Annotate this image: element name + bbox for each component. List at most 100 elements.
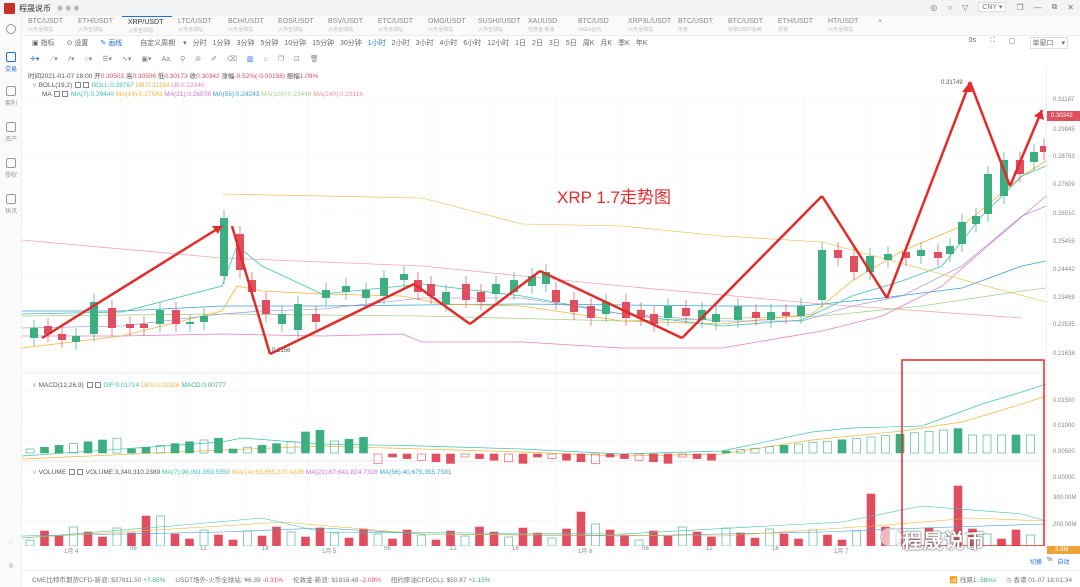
axis-toggle-button[interactable]: 切换 — [1030, 560, 1043, 566]
fullscreen-icon[interactable]: ⛶ — [990, 37, 995, 44]
ma-close-icon[interactable] — [62, 91, 69, 98]
pair-tab[interactable]: XRP/USDT 火币全球站 — [122, 16, 172, 35]
restore-icon[interactable]: ❐ — [1016, 2, 1024, 12]
pair-tab[interactable]: BSV/USDT 火币全球站 — [328, 18, 364, 33]
eraser-tool-icon[interactable]: ⌫ — [226, 56, 237, 63]
fib-tool-icon[interactable]: ⫽▾ — [67, 55, 75, 63]
period-10[interactable]: 4小时 — [439, 40, 458, 47]
pair-tab[interactable]: HT/USDT 火币全球站 — [828, 18, 859, 33]
channel-tool-icon[interactable]: ☰▾ — [102, 56, 112, 63]
price-axis[interactable]: 0.31187 0.29945 0.28753 0.27609 0.26510 0.254… — [1046, 66, 1080, 554]
period-14[interactable]: 2日 — [532, 40, 543, 47]
text-tool-icon[interactable]: Aa — [161, 55, 171, 63]
globe-icon[interactable] — [0, 24, 22, 36]
sidebar-item-assets[interactable]: 资产 — [0, 122, 22, 143]
notification-icon[interactable]: ◎ — [930, 2, 938, 12]
pair-tab[interactable]: BTC/USDT 币安 — [678, 18, 713, 33]
macd-close-icon[interactable] — [94, 382, 101, 389]
sidebar-item-trade[interactable]: 交易 — [0, 52, 22, 73]
link-tool-icon[interactable]: ⊘ — [195, 56, 202, 63]
period-9[interactable]: 3小时 — [415, 40, 434, 47]
period-19[interactable]: 季K — [618, 40, 630, 47]
period-0[interactable]: 分时 — [192, 40, 207, 47]
macd-settings-icon[interactable] — [86, 382, 93, 389]
minimize-icon[interactable]: — — [1033, 2, 1042, 12]
wave-tool-icon[interactable]: ∿▾ — [122, 56, 132, 63]
period-4[interactable]: 10分钟 — [284, 40, 307, 47]
copy-tool-icon[interactable]: ❐ — [277, 56, 285, 63]
ma-settings-icon[interactable] — [54, 91, 61, 98]
ray-tool-icon[interactable]: ⟋▾ — [49, 55, 58, 63]
period-1[interactable]: 1分钟 — [212, 40, 231, 47]
pair-tab[interactable]: XAUUSD 伦敦金-新浪 — [528, 18, 558, 33]
period-2[interactable]: 3分钟 — [236, 40, 255, 47]
ticker[interactable]: 纽约原油CFD(CL): $50.87 +1.15% — [390, 577, 491, 584]
add-pair-button[interactable]: + — [878, 18, 883, 25]
draw-button[interactable]: ✎ 画线 — [100, 40, 123, 47]
connection-status[interactable]: 📶 线路1: 58ms — [949, 577, 996, 584]
period-17[interactable]: 周K — [582, 40, 595, 47]
period-11[interactable]: 6小时 — [463, 40, 482, 47]
period-8[interactable]: 2小时 — [391, 40, 410, 47]
chat-icon[interactable]: ○ — [947, 2, 953, 12]
period-15[interactable]: 3日 — [548, 40, 560, 47]
axis-percent-button[interactable]: % — [1047, 557, 1053, 563]
axis-auto-button[interactable]: 自动 — [1057, 560, 1070, 566]
close-icon[interactable]: ✕ — [1067, 2, 1074, 12]
crosshair-tool-icon[interactable]: ✛▾ — [30, 56, 40, 63]
ticker[interactable]: 伦敦金-新浪: $1916.48 -2.09% — [293, 577, 381, 584]
pair-tab[interactable]: SUSHI/USDT 火币全球站 — [478, 18, 521, 33]
period-13[interactable]: 1日 — [515, 40, 526, 47]
pair-tab[interactable]: BCH/USDT 火币全球站 — [228, 18, 264, 33]
period-3[interactable]: 5分钟 — [260, 40, 279, 47]
pair-tab[interactable]: BTC/USDT 币安USDT永续 — [728, 18, 763, 33]
period-6[interactable]: 30分钟 — [339, 40, 362, 47]
pair-tab[interactable]: EOS/USDT 火币全球站 — [278, 18, 314, 33]
volume-tick: 200.00M — [1053, 522, 1077, 528]
pair-tab[interactable]: ETH/USDT 火币全球站 — [78, 18, 113, 33]
pair-tab[interactable]: BTC/USD OKEx合约 — [578, 18, 609, 33]
pair-tab[interactable]: BTC/USDT 火币全球站 — [28, 18, 63, 33]
ticker[interactable]: CME比特币期货CFD-新浪: $37811.50 +7.85% — [32, 577, 166, 584]
boll-close-icon[interactable] — [83, 82, 89, 89]
period-16[interactable]: 5日 — [565, 40, 577, 47]
ticker[interactable]: USDT场外-火币全球站: ¥6.39 -0.31% — [175, 577, 284, 584]
pen-tool-icon[interactable]: ✐ — [211, 56, 217, 63]
kline-chart[interactable] — [22, 66, 1046, 546]
custom-period-dropdown[interactable]: 自定义周期 ▾ — [140, 40, 187, 47]
period-18[interactable]: 月K — [600, 40, 613, 47]
maximize-icon[interactable]: ⧉ — [1051, 2, 1058, 11]
period-7[interactable]: 1小时 — [367, 40, 386, 47]
screenshot-tool-icon[interactable]: ⊡ — [294, 56, 300, 63]
time-axis[interactable]: 1月 4 06 12 18 1月 5 06 12 18 1月 6 06 12 18 1月 7 06 12 — [22, 546, 1046, 556]
period-20[interactable]: 年K — [635, 40, 648, 47]
shop-icon[interactable]: ▽ — [962, 2, 969, 12]
lock-tool-icon[interactable]: ▥ — [246, 56, 254, 63]
pair-tab[interactable]: LTC/USDT 火币全球站 — [178, 18, 212, 33]
magnet-tool-icon[interactable]: ⚲ — [180, 56, 186, 63]
period-12[interactable]: 12小时 — [487, 40, 510, 47]
sidebar-item-news[interactable]: 快讯 — [0, 194, 22, 215]
delete-tool-icon[interactable]: 🗑 — [309, 56, 319, 63]
sidebar-item-arbitrage[interactable]: 套利 — [0, 86, 22, 107]
pair-tab[interactable]: ETH/USDT 币安 — [778, 18, 813, 33]
vip-icon[interactable]: ♡ — [8, 541, 14, 547]
window-icon[interactable]: ▢ — [1008, 38, 1016, 45]
indicator-button[interactable]: ▣ 指标 — [32, 40, 55, 47]
settings-icon[interactable]: ◎ — [8, 563, 14, 569]
period-5[interactable]: 15分钟 — [312, 40, 334, 47]
pair-tab[interactable]: XRP3L/USDT 火币全球站 — [628, 18, 672, 33]
pair-tab[interactable]: ETC/USDT 火币全球站 — [378, 18, 413, 33]
hide-tool-icon[interactable]: ⌂ — [263, 55, 268, 63]
volume-settings-icon[interactable] — [68, 469, 75, 476]
shape-tool-icon[interactable]: ○▾ — [84, 56, 93, 63]
time-tick: 1月 6 — [578, 549, 593, 555]
sidebar-item-auth[interactable]: 授权 — [0, 158, 22, 179]
volume-close-icon[interactable] — [76, 469, 83, 476]
boll-settings-icon[interactable] — [75, 82, 81, 89]
currency-select[interactable]: CNY ▾ — [978, 2, 1007, 12]
pair-tab[interactable]: OMG/USDT 火币全球站 — [428, 18, 466, 33]
window-mode-select[interactable]: 单窗口 ▾ — [1029, 37, 1068, 49]
settings-button[interactable]: ⊙ 设置 — [66, 40, 89, 47]
pattern-tool-icon[interactable]: ▣▾ — [141, 56, 152, 63]
